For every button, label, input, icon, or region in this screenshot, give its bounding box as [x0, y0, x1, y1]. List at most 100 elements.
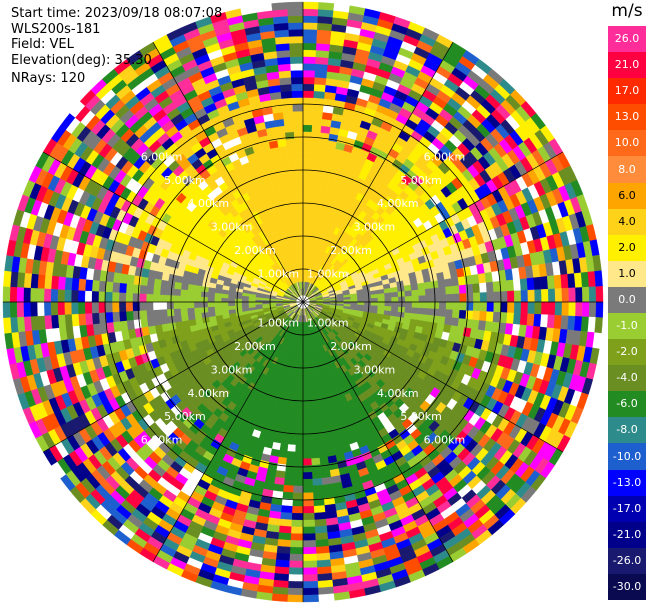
- velocity-gate: [255, 301, 263, 305]
- velocity-gate: [309, 430, 318, 439]
- velocity-gate: [160, 316, 169, 325]
- velocity-gate: [357, 298, 365, 303]
- velocity-gate: [316, 29, 332, 38]
- velocity-gate: [438, 301, 447, 310]
- velocity-gate: [71, 313, 80, 327]
- velocity-gate: [302, 471, 313, 480]
- velocity-gate: [186, 307, 195, 315]
- velocity-gate: [302, 192, 309, 201]
- velocity-gate: [64, 289, 72, 303]
- velocity-gate: [167, 315, 176, 324]
- velocity-gate: [314, 409, 322, 418]
- velocity-gate: [410, 283, 419, 291]
- velocity-gate: [302, 172, 311, 180]
- velocity-gate: [377, 301, 386, 307]
- velocity-gate: [594, 270, 603, 287]
- velocity-gate: [291, 403, 298, 412]
- velocity-gate: [9, 301, 18, 318]
- velocity-gate: [37, 273, 46, 289]
- velocity-gate: [302, 219, 308, 228]
- velocity-gate: [16, 301, 25, 318]
- velocity-gate: [580, 271, 590, 288]
- velocity-gate: [186, 289, 195, 297]
- velocity-gate: [173, 294, 181, 303]
- velocity-gate: [384, 292, 392, 298]
- velocity-gate: [302, 83, 315, 92]
- velocity-gate: [302, 49, 317, 58]
- velocity-gate: [57, 276, 66, 290]
- velocity-gate: [317, 586, 334, 596]
- velocity-gate: [307, 389, 314, 398]
- velocity-gate: [118, 292, 127, 303]
- velocity-gate: [457, 318, 466, 328]
- velocity-gate: [234, 301, 242, 306]
- velocity-gate: [78, 313, 87, 326]
- velocity-gate: [318, 2, 335, 11]
- velocity-gate: [302, 383, 308, 391]
- velocity-gate: [560, 273, 569, 289]
- velocity-gate: [105, 301, 113, 313]
- velocity-gate: [84, 290, 93, 303]
- velocity-gate: [298, 376, 304, 385]
- velocity-gate: [234, 304, 243, 310]
- velocity-gate: [316, 166, 325, 175]
- velocity-gate: [283, 478, 294, 487]
- velocity-gate: [241, 304, 250, 309]
- velocity-gate: [315, 422, 324, 432]
- velocity-gate: [291, 506, 304, 514]
- velocity-gate: [302, 499, 314, 507]
- velocity-gate: [541, 288, 549, 303]
- velocity-gate: [173, 281, 183, 290]
- velocity-gate: [472, 292, 481, 303]
- velocity-gate: [512, 312, 522, 326]
- velocity-gate: [70, 289, 79, 303]
- velocity-gate: [506, 312, 515, 325]
- velocity-gate: [445, 286, 454, 295]
- velocity-gate: [452, 293, 461, 303]
- velocity-gate: [57, 288, 65, 303]
- velocity-gate: [418, 307, 426, 316]
- velocity-gate: [472, 310, 481, 321]
- velocity-gate: [207, 311, 216, 318]
- velocity-gate: [299, 356, 304, 364]
- velocity-gate: [302, 533, 316, 541]
- velocity-gate: [312, 484, 324, 493]
- velocity-gate: [417, 282, 426, 291]
- velocity-gate: [534, 301, 542, 315]
- velocity-gate: [23, 272, 33, 288]
- velocity-gate: [437, 279, 446, 288]
- velocity-gate: [308, 185, 316, 194]
- velocity-gate: [312, 111, 324, 120]
- velocity-gate: [594, 317, 603, 334]
- velocity-gate: [282, 484, 294, 493]
- velocity-gate: [277, 539, 291, 548]
- velocity-gate: [125, 292, 134, 303]
- velocity-gate: [546, 275, 556, 290]
- velocity-gate: [248, 301, 256, 306]
- velocity-gate: [403, 284, 412, 292]
- velocity-gate: [307, 383, 313, 391]
- velocity-gate: [241, 298, 249, 303]
- velocity-gate: [302, 369, 308, 378]
- velocity-gate: [44, 274, 53, 290]
- velocity-gate: [312, 117, 323, 126]
- velocity-gate: [302, 437, 311, 446]
- velocity-gate: [533, 313, 542, 328]
- velocity-gate: [370, 297, 379, 303]
- velocity-gate: [166, 294, 174, 303]
- velocity-gate: [295, 424, 304, 432]
- velocity-gate: [315, 539, 329, 548]
- velocity-gate: [437, 316, 446, 325]
- velocity-gate: [290, 526, 304, 535]
- velocity-gate: [302, 165, 311, 173]
- velocity-gate: [302, 104, 314, 112]
- velocity-gate: [316, 429, 325, 438]
- velocity-gate: [173, 288, 182, 296]
- velocity-gate: [16, 271, 26, 288]
- velocity-gate: [316, 559, 332, 568]
- velocity-gate: [384, 297, 392, 303]
- velocity-gate: [305, 355, 310, 364]
- velocity-gate: [111, 301, 120, 313]
- velocity-gate: [493, 291, 501, 303]
- velocity-gate: [159, 294, 168, 303]
